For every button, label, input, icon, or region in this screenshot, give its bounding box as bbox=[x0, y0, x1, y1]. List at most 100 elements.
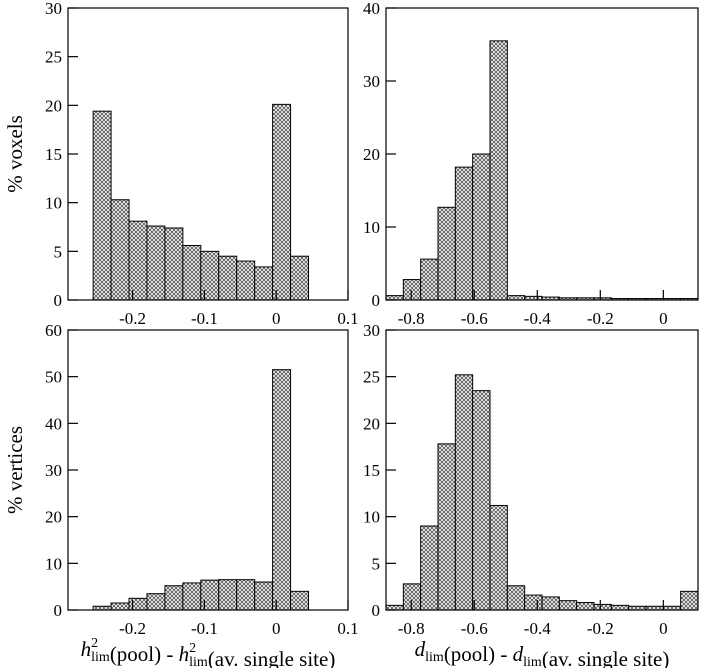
bar bbox=[182, 244, 202, 301]
y-tick-label: 50 bbox=[45, 368, 62, 387]
label-text: (pool) - bbox=[444, 642, 513, 666]
plot-frame bbox=[67, 329, 349, 611]
bar bbox=[680, 590, 699, 611]
y-tick-label: 30 bbox=[45, 0, 62, 18]
y-tick-label: 0 bbox=[54, 291, 63, 310]
y-tick-label: 0 bbox=[54, 601, 63, 620]
x-axis-label: h2 lim(pool) - h2 lim(av. single site) bbox=[81, 636, 336, 668]
bar bbox=[218, 579, 238, 611]
bar bbox=[200, 579, 220, 611]
x-tick-label: 0 bbox=[659, 309, 668, 328]
x-tick-label: -0.6 bbox=[461, 619, 488, 638]
bar bbox=[437, 206, 456, 301]
bar bbox=[472, 390, 491, 611]
bar bbox=[254, 581, 274, 611]
y-axis-label: % vertices bbox=[3, 426, 27, 514]
label-sub: lim bbox=[523, 655, 542, 668]
y-tick-label: 5 bbox=[54, 242, 63, 261]
y-tick-label: 30 bbox=[45, 461, 62, 480]
y-tick-label: 20 bbox=[45, 96, 62, 115]
bar bbox=[254, 266, 274, 301]
x-axis-label: dlim(pool) - dlim(av. single site) bbox=[415, 637, 670, 668]
bar bbox=[110, 199, 130, 301]
y-tick-label: 0 bbox=[372, 601, 381, 620]
y-tick-label: 0 bbox=[372, 291, 381, 310]
y-tick-label: 10 bbox=[363, 218, 380, 237]
bar bbox=[200, 250, 220, 301]
x-tick-label: -0.4 bbox=[524, 619, 551, 638]
x-tick-label: -0.4 bbox=[524, 309, 551, 328]
label-text: (av. single site) bbox=[208, 647, 336, 668]
bar bbox=[182, 582, 202, 611]
y-tick-label: 10 bbox=[363, 508, 380, 527]
x-tick-label: -0.8 bbox=[398, 619, 425, 638]
bar bbox=[272, 103, 292, 301]
bar bbox=[402, 279, 422, 301]
y-tick-label: 15 bbox=[45, 145, 62, 164]
x-tick-label: -0.1 bbox=[191, 309, 218, 328]
y-tick-label: 30 bbox=[363, 321, 380, 340]
y-tick-label: 60 bbox=[45, 321, 62, 340]
y-tick-label: 40 bbox=[45, 414, 62, 433]
label-text: (av. single site) bbox=[542, 647, 670, 668]
bar bbox=[576, 602, 595, 611]
x-tick-label: -0.2 bbox=[119, 619, 146, 638]
bar bbox=[110, 602, 130, 611]
bar bbox=[541, 596, 560, 611]
bar bbox=[454, 374, 474, 611]
bar bbox=[558, 600, 578, 611]
x-tick-label: 0.1 bbox=[337, 619, 358, 638]
label-text: d bbox=[513, 642, 524, 666]
x-tick-label: -0.2 bbox=[119, 309, 146, 328]
x-tick-label: 0 bbox=[272, 309, 281, 328]
bar bbox=[236, 579, 256, 611]
x-tick-label: 0 bbox=[272, 619, 281, 638]
y-tick-label: 15 bbox=[363, 461, 380, 480]
bar bbox=[506, 585, 526, 611]
bar bbox=[92, 110, 112, 301]
bar bbox=[146, 593, 166, 611]
bar bbox=[420, 525, 439, 611]
label-sub: lim bbox=[425, 650, 444, 665]
y-tick-label: 20 bbox=[363, 414, 380, 433]
y-tick-label: 40 bbox=[363, 0, 380, 18]
bar bbox=[593, 603, 612, 611]
label-text: h bbox=[81, 637, 92, 661]
bar bbox=[402, 583, 422, 611]
bar bbox=[128, 220, 148, 301]
label-sup: 2 bbox=[91, 636, 98, 651]
label-sub: lim bbox=[91, 650, 110, 665]
label-text: d bbox=[415, 637, 426, 661]
plot-frame bbox=[385, 7, 699, 301]
y-tick-label: 20 bbox=[363, 145, 380, 164]
bar bbox=[290, 590, 310, 611]
bar bbox=[610, 604, 630, 611]
y-tick-label: 10 bbox=[45, 554, 62, 573]
bar bbox=[385, 295, 404, 301]
y-tick-label: 25 bbox=[45, 48, 62, 67]
bar bbox=[489, 504, 508, 611]
bar bbox=[385, 604, 404, 611]
bar bbox=[146, 225, 166, 301]
x-tick-label: -0.8 bbox=[398, 309, 425, 328]
bar bbox=[489, 40, 508, 301]
y-tick-label: 5 bbox=[372, 554, 381, 573]
bar bbox=[524, 594, 543, 611]
bar bbox=[420, 258, 439, 301]
label-sub: lim bbox=[189, 655, 208, 668]
bar bbox=[128, 597, 148, 611]
y-axis-label: % voxels bbox=[3, 115, 27, 193]
label-text: h bbox=[179, 642, 190, 666]
label-sup: 2 bbox=[189, 641, 196, 656]
label-text: (pool) - bbox=[110, 642, 179, 666]
bar bbox=[236, 260, 256, 301]
x-tick-label: -0.2 bbox=[587, 619, 614, 638]
y-tick-label: 30 bbox=[363, 72, 380, 91]
bar bbox=[506, 295, 526, 301]
bar bbox=[437, 443, 456, 611]
x-tick-label: -0.1 bbox=[191, 619, 218, 638]
bar bbox=[290, 255, 310, 301]
x-tick-label: 0.1 bbox=[337, 309, 358, 328]
bar bbox=[164, 227, 184, 301]
